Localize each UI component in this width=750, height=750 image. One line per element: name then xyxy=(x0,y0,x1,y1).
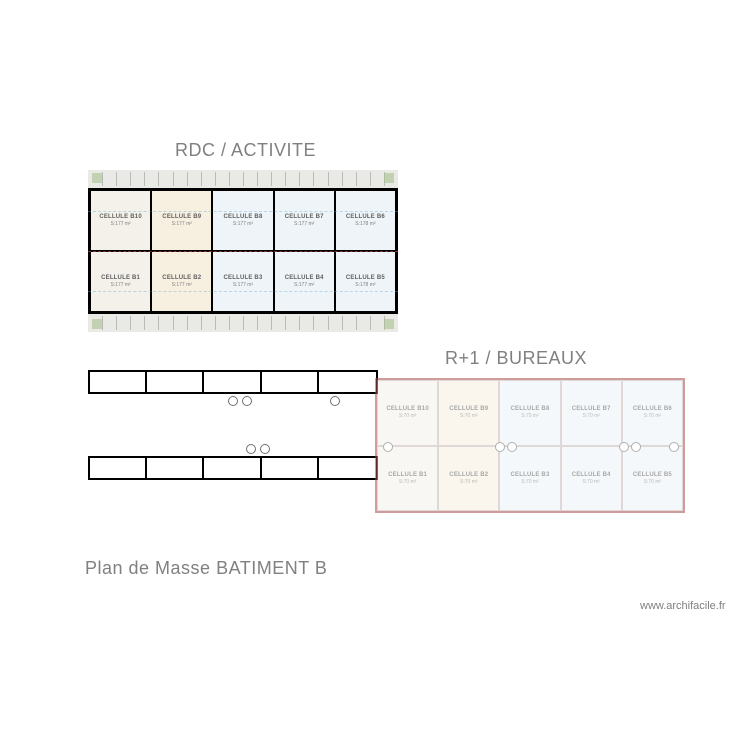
cell-label: CELLULE B6 xyxy=(633,406,672,412)
cell-label: CELLULE B1 xyxy=(101,275,140,281)
cell: CELLULE B8S:177 m² xyxy=(212,190,273,251)
cell-label: CELLULE B2 xyxy=(162,275,201,281)
cell: CELLULE B4S:70 m² xyxy=(561,446,622,512)
cell-area: S:70 m² xyxy=(644,413,662,419)
cell-label: CELLULE B2 xyxy=(449,472,488,478)
cell: CELLULE B3S:177 m² xyxy=(212,251,273,312)
door-marker-icon xyxy=(669,442,679,452)
cell-label: CELLULE B1 xyxy=(388,472,427,478)
cell-area: S:178 m² xyxy=(355,221,375,227)
cell-label: CELLULE B4 xyxy=(572,472,611,478)
cell-label: CELLULE B7 xyxy=(285,214,324,220)
cell-area: S:70 m² xyxy=(399,413,417,419)
cell: CELLULE B2S:177 m² xyxy=(151,251,212,312)
cell-area: S:70 m² xyxy=(644,479,662,485)
door-marker-icon xyxy=(242,396,252,406)
cell: CELLULE B6S:70 m² xyxy=(622,380,683,446)
cell-label: CELLULE B10 xyxy=(99,214,142,220)
cell: CELLULE B8S:70 m² xyxy=(499,380,560,446)
cell-area: S:177 m² xyxy=(110,282,130,288)
door-marker-icon xyxy=(507,442,517,452)
diagram-stage: RDC / ACTIVITE R+1 / BUREAUX Plan de Mas… xyxy=(0,0,750,750)
overlay-strip-top xyxy=(88,370,378,394)
cell: CELLULE B9S:177 m² xyxy=(151,190,212,251)
cell-area: S:70 m² xyxy=(582,479,600,485)
cell-label: CELLULE B9 xyxy=(162,214,201,220)
title-plan: Plan de Masse BATIMENT B xyxy=(85,558,327,579)
cell: CELLULE B10S:70 m² xyxy=(377,380,438,446)
cell: CELLULE B4S:177 m² xyxy=(274,251,335,312)
cell-label: CELLULE B6 xyxy=(346,214,385,220)
cell-label: CELLULE B8 xyxy=(510,406,549,412)
title-r1: R+1 / BUREAUX xyxy=(445,348,587,369)
cell-area: S:70 m² xyxy=(521,413,539,419)
footer-credit: www.archifacile.fr xyxy=(640,600,726,612)
cell-area: S:177 m² xyxy=(172,221,192,227)
cell-area: S:70 m² xyxy=(460,413,478,419)
cell-area: S:177 m² xyxy=(294,221,314,227)
door-marker-icon xyxy=(619,442,629,452)
cell-area: S:177 m² xyxy=(233,221,253,227)
cell-area: S:70 m² xyxy=(460,479,478,485)
overlay-strip-bottom xyxy=(88,456,378,480)
cell-area: S:178 m² xyxy=(355,282,375,288)
rdc-plan: CELLULE B10S:177 m²CELLULE B9S:177 m²CEL… xyxy=(88,170,398,332)
door-marker-icon xyxy=(246,444,256,454)
cell-area: S:177 m² xyxy=(294,282,314,288)
cell-label: CELLULE B5 xyxy=(633,472,672,478)
cell-label: CELLULE B3 xyxy=(223,275,262,281)
cell-label: CELLULE B4 xyxy=(285,275,324,281)
r1-plan: CELLULE B10S:70 m²CELLULE B9S:70 m²CELLU… xyxy=(375,378,685,513)
cell: CELLULE B5S:70 m² xyxy=(622,446,683,512)
cell: CELLULE B1S:70 m² xyxy=(377,446,438,512)
cell-area: S:177 m² xyxy=(172,282,192,288)
cell: CELLULE B1S:177 m² xyxy=(90,251,151,312)
cell: CELLULE B6S:178 m² xyxy=(335,190,396,251)
door-marker-icon xyxy=(495,442,505,452)
door-marker-icon xyxy=(383,442,393,452)
cell: CELLULE B10S:177 m² xyxy=(90,190,151,251)
cell-label: CELLULE B3 xyxy=(510,472,549,478)
door-marker-icon xyxy=(260,444,270,454)
cell: CELLULE B3S:70 m² xyxy=(499,446,560,512)
cell: CELLULE B7S:70 m² xyxy=(561,380,622,446)
cell: CELLULE B9S:70 m² xyxy=(438,380,499,446)
cell-label: CELLULE B5 xyxy=(346,275,385,281)
title-rdc: RDC / ACTIVITE xyxy=(175,140,316,161)
cell: CELLULE B2S:70 m² xyxy=(438,446,499,512)
cell-area: S:177 m² xyxy=(233,282,253,288)
cell-label: CELLULE B8 xyxy=(223,214,262,220)
door-marker-icon xyxy=(330,396,340,406)
cell-area: S:70 m² xyxy=(582,413,600,419)
cell: CELLULE B5S:178 m² xyxy=(335,251,396,312)
cell-label: CELLULE B9 xyxy=(449,406,488,412)
door-marker-icon xyxy=(631,442,641,452)
cell-label: CELLULE B10 xyxy=(386,406,429,412)
cell-area: S:70 m² xyxy=(521,479,539,485)
cell-label: CELLULE B7 xyxy=(572,406,611,412)
cell-area: S:177 m² xyxy=(110,221,130,227)
cell: CELLULE B7S:177 m² xyxy=(274,190,335,251)
door-marker-icon xyxy=(228,396,238,406)
cell-area: S:70 m² xyxy=(399,479,417,485)
